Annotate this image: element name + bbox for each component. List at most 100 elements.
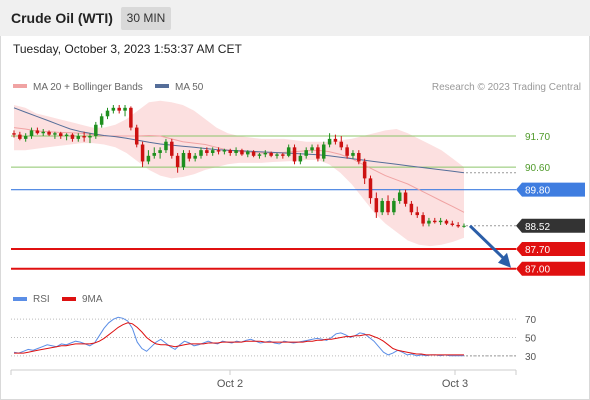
- candle: [59, 131, 63, 139]
- candle: [269, 151, 273, 158]
- candle-body: [181, 152, 186, 168]
- projection-arrow: [468, 224, 507, 261]
- candle: [170, 138, 174, 159]
- rsi-panel: 70 50 30: [11, 315, 537, 363]
- candle-body: [123, 107, 127, 111]
- candle: [263, 150, 268, 158]
- candle-body: [18, 134, 22, 139]
- rsi-ma-line: [14, 322, 464, 356]
- candle-body: [368, 178, 373, 199]
- candle-body: [286, 147, 291, 156]
- candle: [462, 223, 466, 228]
- candle-body: [456, 224, 460, 227]
- candle-body: [386, 200, 390, 213]
- candle-body: [205, 150, 209, 153]
- candle-body: [409, 203, 414, 213]
- rsi-level-70-label: 70: [525, 315, 537, 326]
- candle-body: [327, 138, 332, 145]
- candle-body: [380, 200, 384, 213]
- bollinger-band: [14, 100, 464, 247]
- candle-body: [82, 136, 86, 138]
- candle-body: [76, 136, 81, 139]
- projection-arrowhead: [498, 252, 511, 268]
- candle-body: [175, 155, 180, 168]
- candle: [450, 220, 455, 227]
- candle: [257, 152, 262, 159]
- candle-body: [403, 192, 408, 204]
- candle-body: [47, 131, 51, 135]
- rsi-level-50-label: 50: [525, 334, 537, 345]
- candle-body: [228, 150, 232, 153]
- ma50-legend-swatch: [155, 84, 169, 88]
- candle: [199, 147, 203, 159]
- candle: [187, 150, 192, 162]
- candle: [193, 152, 197, 162]
- candle-body: [222, 150, 227, 152]
- candle: [310, 144, 314, 153]
- candle: [164, 138, 168, 153]
- candle: [246, 150, 250, 158]
- candle: [275, 152, 279, 159]
- candle-body: [29, 130, 34, 137]
- ma20-line: [13, 127, 465, 213]
- candle: [134, 124, 139, 148]
- candle-body: [152, 152, 157, 156]
- candle-body: [257, 154, 262, 156]
- candle: [123, 105, 127, 117]
- candle: [210, 147, 215, 156]
- candle-body: [140, 144, 145, 162]
- rsi-ma-legend-swatch: [62, 297, 76, 301]
- candle: [240, 148, 244, 156]
- candle: [362, 158, 367, 185]
- candle-body: [193, 155, 197, 159]
- candle-body: [158, 150, 162, 153]
- candle-body: [438, 220, 443, 223]
- support-1-tag: [516, 241, 585, 256]
- last-price-label: 88.52: [525, 222, 550, 233]
- pivot-tag: [516, 182, 585, 197]
- candle-body: [298, 155, 303, 162]
- rsi-legend-label: RSI: [33, 294, 50, 305]
- candle-body: [187, 152, 192, 159]
- candle: [438, 217, 443, 225]
- candle: [53, 131, 57, 139]
- candle: [298, 152, 303, 165]
- candle: [12, 130, 16, 138]
- candle-body: [333, 138, 338, 142]
- resistance-2-label: 91.70: [525, 132, 550, 143]
- candle: [444, 219, 449, 225]
- candle-body: [357, 152, 361, 162]
- candle-body: [111, 107, 116, 111]
- price-layer: 91.70 90.60 89.80 88.52 87.70 87.00: [11, 100, 585, 276]
- candle-body: [53, 133, 57, 135]
- candle: [234, 147, 238, 156]
- candle-body: [164, 141, 168, 151]
- candle: [327, 133, 332, 148]
- candle-body: [99, 116, 104, 125]
- candle: [421, 212, 425, 227]
- candle: [23, 133, 28, 142]
- candle: [222, 148, 227, 155]
- candle: [228, 148, 232, 156]
- candle: [82, 131, 86, 142]
- timeframe-button[interactable]: 30 MIN: [121, 7, 171, 30]
- candle: [409, 200, 414, 216]
- candle: [316, 144, 320, 162]
- candle-body: [397, 192, 402, 201]
- candle: [397, 189, 402, 204]
- candle: [433, 217, 437, 224]
- candle-body: [415, 212, 419, 216]
- candle: [286, 144, 291, 158]
- candle-body: [23, 136, 28, 139]
- candle: [105, 107, 110, 120]
- ma50-legend-label: MA 50: [175, 82, 204, 93]
- candle-body: [64, 134, 69, 137]
- candle-body: [41, 131, 45, 134]
- candle: [403, 189, 408, 207]
- x-label-oct3: Oct 3: [442, 378, 468, 390]
- support-2-label: 87.00: [525, 265, 550, 276]
- candle-body: [117, 107, 121, 111]
- candle: [129, 106, 133, 131]
- candle-body: [351, 152, 355, 156]
- candle-body: [199, 150, 203, 156]
